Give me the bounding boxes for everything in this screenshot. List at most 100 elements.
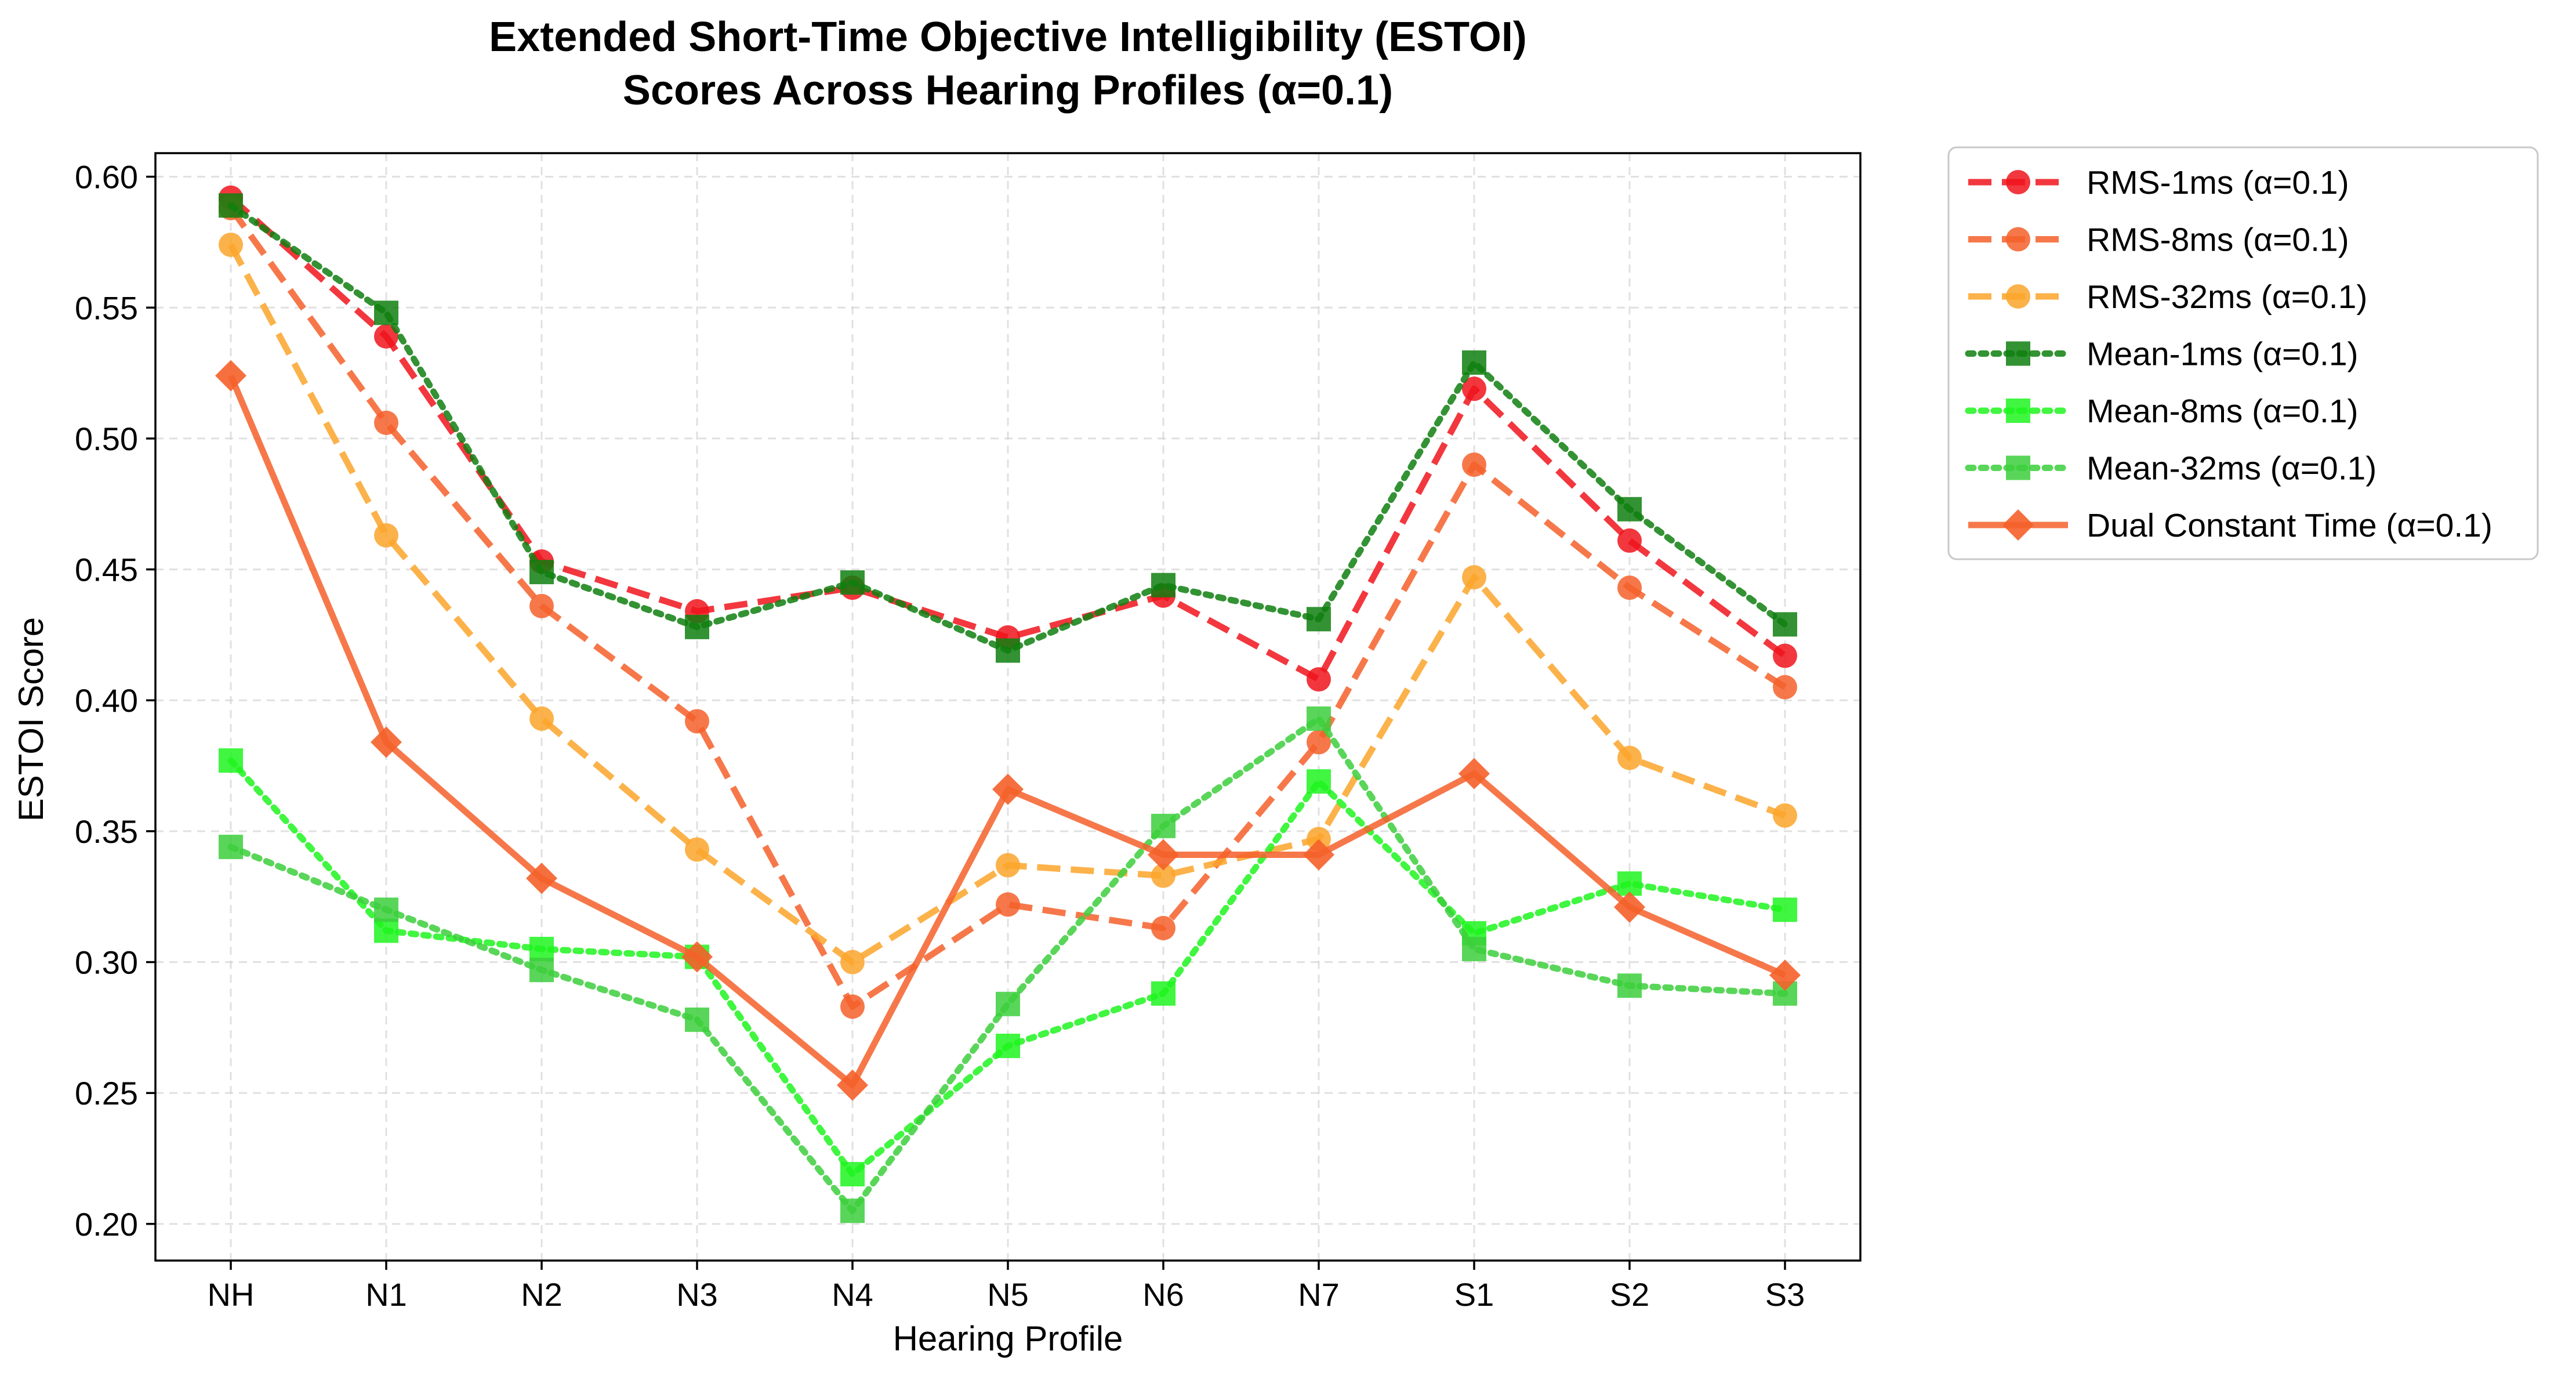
legend-item: RMS-8ms (α=0.1) bbox=[1968, 222, 2349, 259]
series-line bbox=[228, 206, 1787, 1010]
data-point-circle bbox=[374, 324, 398, 349]
x-tick-label: S2 bbox=[1610, 1276, 1650, 1313]
legend-label: Mean-1ms (α=0.1) bbox=[2087, 336, 2359, 373]
x-axis: NH N1 N2 N3 N4 N5 N6 N7 S1 S2 S3 bbox=[208, 1261, 1805, 1313]
data-point-circle bbox=[1773, 675, 1797, 700]
data-point-square bbox=[529, 560, 554, 585]
x-tick-label: N3 bbox=[676, 1276, 718, 1313]
data-point-square bbox=[2006, 455, 2030, 480]
data-point-circle bbox=[374, 523, 398, 548]
data-point-circle bbox=[529, 593, 554, 618]
data-point-square bbox=[1617, 973, 1642, 998]
data-point-square bbox=[840, 1198, 865, 1223]
x-tick-label: S1 bbox=[1454, 1276, 1494, 1313]
data-point-diamond bbox=[837, 1069, 868, 1101]
y-tick-label: 0.35 bbox=[75, 813, 138, 850]
chart-title: Extended Short-Time Objective Intelligib… bbox=[489, 14, 1527, 60]
x-axis-label: Hearing Profile bbox=[893, 1319, 1123, 1358]
data-point-circle bbox=[685, 837, 709, 862]
legend-item: RMS-32ms (α=0.1) bbox=[1968, 278, 2367, 316]
data-point-circle bbox=[840, 950, 865, 975]
data-point-circle bbox=[529, 706, 554, 731]
data-point-circle bbox=[1773, 643, 1797, 668]
data-point-circle bbox=[1307, 667, 1331, 692]
data-point-square bbox=[529, 958, 554, 983]
data-point-circle bbox=[1462, 376, 1486, 401]
data-point-diamond bbox=[1303, 839, 1334, 871]
data-point-square bbox=[1617, 497, 1642, 522]
data-point-square bbox=[2006, 399, 2030, 423]
data-point-square bbox=[840, 1162, 865, 1187]
legend-frame bbox=[1947, 146, 2539, 560]
data-point-square bbox=[219, 834, 243, 859]
data-point-square bbox=[685, 614, 709, 639]
legend-label: RMS-8ms (α=0.1) bbox=[2087, 222, 2349, 259]
data-point-circle bbox=[685, 709, 709, 734]
data-point-square bbox=[374, 918, 398, 943]
data-point-square bbox=[374, 300, 398, 325]
legend-item: RMS-1ms (α=0.1) bbox=[1968, 164, 2349, 201]
data-point-circle bbox=[219, 232, 243, 257]
data-point-diamond bbox=[992, 773, 1024, 805]
legend-item: Mean-1ms (α=0.1) bbox=[1965, 336, 2359, 373]
data-point-circle bbox=[1617, 575, 1642, 600]
data-point-circle bbox=[1462, 565, 1486, 590]
data-point-circle bbox=[1617, 528, 1642, 553]
y-tick-label: 0.40 bbox=[75, 682, 138, 719]
data-point-circle bbox=[374, 410, 398, 435]
y-tick-label: 0.60 bbox=[75, 159, 138, 195]
y-tick-label: 0.30 bbox=[75, 944, 138, 981]
series-2 bbox=[219, 232, 1797, 975]
data-point-circle bbox=[2006, 227, 2030, 252]
data-point-circle bbox=[2006, 284, 2030, 309]
data-point-square bbox=[1151, 573, 1175, 598]
data-point-square bbox=[1307, 607, 1331, 632]
data-point-square bbox=[1462, 350, 1486, 375]
y-tick-label: 0.20 bbox=[75, 1206, 138, 1243]
x-tick-label: N5 bbox=[987, 1276, 1029, 1313]
data-point-square bbox=[1462, 936, 1486, 961]
data-point-diamond bbox=[1769, 959, 1801, 991]
x-tick-label: NH bbox=[208, 1276, 255, 1313]
legend-label: Mean-8ms (α=0.1) bbox=[2087, 393, 2359, 430]
data-point-circle bbox=[996, 892, 1020, 917]
data-point-square bbox=[2006, 341, 2030, 366]
data-point-square bbox=[996, 638, 1020, 663]
y-tick-label: 0.50 bbox=[75, 421, 138, 457]
chart-subtitle: Scores Across Hearing Profiles (α=0.1) bbox=[623, 67, 1393, 114]
data-point-square bbox=[996, 991, 1020, 1016]
data-point-diamond bbox=[2002, 509, 2034, 541]
data-point-circle bbox=[996, 853, 1020, 878]
data-point-circle bbox=[1462, 452, 1486, 477]
data-point-circle bbox=[1773, 803, 1797, 828]
x-tick-label: N6 bbox=[1142, 1276, 1184, 1313]
data-point-diamond bbox=[215, 360, 246, 392]
data-point-circle bbox=[2006, 170, 2030, 194]
data-point-circle bbox=[1151, 863, 1175, 888]
legend-item: Mean-32ms (α=0.1) bbox=[1965, 450, 2377, 487]
x-tick-label: S3 bbox=[1765, 1276, 1805, 1313]
data-point-circle bbox=[840, 994, 865, 1019]
data-point-diamond bbox=[371, 726, 402, 758]
y-axis: 0.20 0.25 0.30 0.35 0.40 0.45 0.50 0.55 0.60 bbox=[75, 159, 155, 1243]
data-point-circle bbox=[1307, 827, 1331, 852]
legend: RMS-1ms (α=0.1) RMS-8ms (α=0.1) RMS-32ms (… bbox=[1947, 146, 2539, 560]
series-1 bbox=[219, 195, 1797, 1019]
series-5 bbox=[219, 706, 1797, 1223]
series-3 bbox=[219, 193, 1797, 663]
data-point-square bbox=[1773, 897, 1797, 922]
x-tick-label: N4 bbox=[832, 1276, 873, 1313]
data-point-diamond bbox=[1458, 758, 1490, 790]
data-point-square bbox=[1307, 769, 1331, 794]
x-tick-label: N2 bbox=[521, 1276, 563, 1313]
x-tick-label: N1 bbox=[365, 1276, 407, 1313]
legend-item: Mean-8ms (α=0.1) bbox=[1965, 393, 2359, 430]
data-point-square bbox=[840, 570, 865, 595]
y-tick-label: 0.55 bbox=[75, 289, 138, 326]
legend-label: Dual Constant Time (α=0.1) bbox=[2087, 507, 2492, 544]
data-point-square bbox=[1773, 612, 1797, 637]
data-point-square bbox=[685, 1007, 709, 1032]
legend-label: RMS-1ms (α=0.1) bbox=[2087, 164, 2349, 201]
data-point-square bbox=[996, 1033, 1020, 1058]
y-tick-label: 0.45 bbox=[75, 552, 138, 588]
